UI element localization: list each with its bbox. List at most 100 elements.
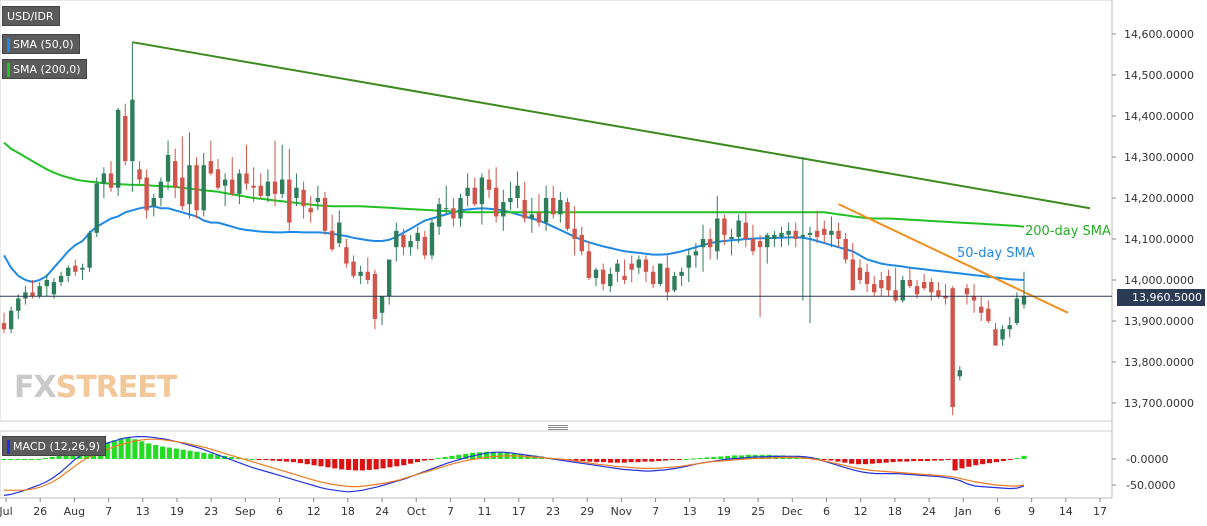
- x-tick-label: 23: [204, 505, 218, 518]
- macd-histogram-bar: [29, 459, 35, 460]
- candle-body: [586, 251, 592, 278]
- candle-body: [315, 198, 321, 203]
- macd-histogram-bar: [139, 441, 145, 459]
- macd-histogram-bar: [311, 459, 317, 466]
- x-tick-label: 26: [33, 505, 47, 518]
- x-tick-label: 19: [717, 505, 731, 518]
- macd-histogram-bar: [366, 459, 372, 470]
- sma200-legend[interactable]: SMA (200,0): [2, 59, 87, 79]
- candle-body: [986, 308, 991, 321]
- candle-body: [1000, 329, 1005, 340]
- candle-body: [750, 239, 756, 252]
- macd-histogram-bar: [42, 457, 48, 459]
- macd-histogram-bar: [277, 459, 283, 462]
- macd-histogram-bar: [731, 455, 738, 459]
- candle-body: [551, 198, 556, 215]
- candle-body: [722, 218, 727, 235]
- candle-body: [58, 275, 64, 283]
- candle-body: [765, 234, 770, 248]
- macd-swatch: [7, 440, 10, 454]
- logo-fx: FX: [14, 370, 57, 405]
- sma50-line: [3, 205, 1025, 284]
- pane-divider-handle[interactable]: [548, 424, 568, 431]
- x-tick-label: 12: [307, 505, 321, 518]
- candle-body: [158, 181, 164, 198]
- macd-histogram-bar: [401, 459, 407, 466]
- logo-street: STREET: [55, 370, 178, 405]
- candle-body: [593, 269, 599, 278]
- candle-body: [772, 234, 777, 239]
- macd-histogram-bar: [304, 459, 310, 465]
- candle-body: [786, 230, 791, 235]
- macd-histogram-bar: [387, 459, 393, 468]
- candle-body: [950, 288, 955, 408]
- macd-histogram-bar: [380, 459, 386, 469]
- candle-body: [37, 286, 42, 297]
- candle-body: [729, 236, 734, 239]
- candle-body: [936, 290, 941, 297]
- macd-histogram-bar: [773, 455, 779, 459]
- macd-histogram-bar: [228, 456, 234, 459]
- y-tick-label: 14,100.0000: [1124, 233, 1194, 246]
- macd-histogram-bar: [408, 459, 414, 464]
- x-tick-label: 24: [375, 505, 389, 518]
- sma50-legend[interactable]: SMA (50,0): [2, 34, 80, 54]
- candle-body: [558, 200, 563, 215]
- candle-body: [814, 230, 820, 237]
- candle-body: [743, 222, 749, 239]
- macd-histogram-bar: [980, 459, 986, 465]
- macd-histogram-bar: [580, 459, 586, 462]
- candle-body: [451, 208, 456, 219]
- y-tick-label: 13,900.0000: [1124, 315, 1194, 328]
- candle-body: [151, 198, 156, 207]
- macd-histogram-bar: [621, 459, 627, 463]
- macd-histogram-bar: [663, 459, 669, 461]
- macd-histogram-bar: [125, 437, 131, 459]
- macd-histogram-bar: [325, 459, 331, 468]
- macd-histogram-bar: [463, 453, 469, 459]
- candle-body: [108, 173, 114, 188]
- x-tick-label: Jan: [954, 505, 972, 518]
- candle-body: [465, 187, 470, 196]
- candle-body: [615, 263, 620, 272]
- sma50-legend-text: SMA (50,0): [13, 38, 74, 51]
- macd-y-tick-label: -0.0000: [1126, 453, 1168, 466]
- macd-histogram-bar: [1007, 459, 1013, 461]
- macd-legend[interactable]: MACD (12,26,9): [2, 436, 107, 456]
- macd-histogram-bar: [215, 454, 221, 459]
- candle-body: [665, 267, 670, 293]
- macd-histogram-bar: [159, 446, 166, 459]
- long-term-trendline: [132, 41, 1091, 210]
- macd-histogram-bar: [449, 455, 455, 459]
- macd-histogram-bar: [601, 459, 607, 463]
- candle-body: [650, 271, 656, 285]
- candle-body: [101, 173, 107, 184]
- macd-histogram-bar: [676, 459, 682, 460]
- candle-body: [87, 232, 92, 268]
- fxstreet-logo: FXSTREET: [14, 370, 178, 405]
- x-tick-label: 7: [652, 505, 659, 518]
- macd-histogram-bar: [346, 459, 352, 470]
- macd-histogram-bar: [8, 459, 14, 460]
- candle-body: [993, 329, 998, 346]
- x-tick-label: Dec: [782, 505, 803, 518]
- candle-body: [971, 296, 977, 301]
- macd-histogram-bar: [290, 459, 297, 463]
- macd-histogram-bar: [194, 451, 200, 459]
- macd-histogram-bar: [166, 447, 172, 459]
- macd-histogram-bar: [918, 459, 924, 462]
- macd-histogram-bar: [104, 442, 110, 459]
- candle-body: [472, 187, 477, 205]
- macd-histogram-bar: [235, 457, 241, 459]
- macd-histogram-bar: [146, 443, 152, 459]
- sma200-swatch: [7, 63, 10, 77]
- macd-histogram-bar: [318, 459, 324, 467]
- macd-histogram-bar: [22, 459, 28, 460]
- macd-histogram-bar: [725, 455, 731, 459]
- candle-body: [493, 187, 499, 217]
- candle-body: [707, 239, 713, 248]
- x-tick-label: 13: [136, 505, 150, 518]
- sma200-legend-text: SMA (200,0): [13, 63, 81, 76]
- macd-histogram-bar: [952, 459, 958, 471]
